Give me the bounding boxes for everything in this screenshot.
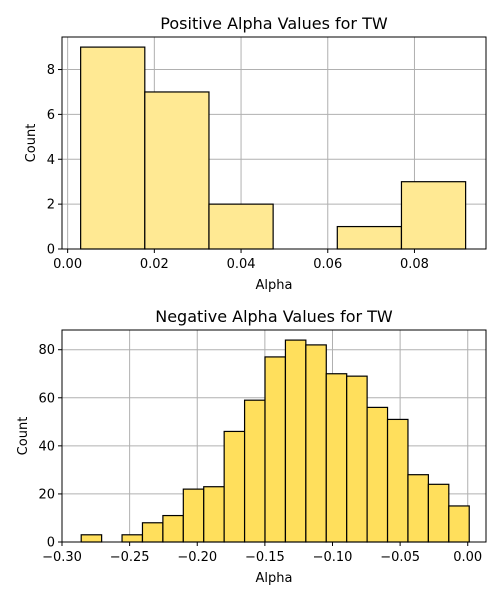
negative-x-tick-label-0: −0.30 bbox=[42, 550, 82, 565]
negative-bar-16 bbox=[407, 474, 429, 543]
negative-bar-13 bbox=[346, 375, 368, 543]
negative-bar-14 bbox=[366, 406, 389, 543]
negative-y-axis-label: Count bbox=[16, 417, 31, 456]
positive-x-tick-label-0: 0.00 bbox=[53, 257, 82, 272]
positive-x-tick-label-3: 0.06 bbox=[313, 257, 342, 272]
positive-axes-frame bbox=[61, 36, 487, 250]
negative-bar-5 bbox=[182, 488, 205, 543]
positive-y-tick-label-4: 8 bbox=[47, 63, 55, 78]
negative-x-tick-label-3: −0.15 bbox=[245, 550, 285, 565]
negative-y-tick-label-2: 40 bbox=[38, 439, 55, 454]
positive-x-ticks: 0.00 0.02 0.04 0.06 0.08 bbox=[53, 249, 429, 272]
negative-y-tick-label-0: 0 bbox=[47, 536, 55, 551]
positive-alpha-chart: 0.00 0.02 0.04 0.06 0.08 0 2 4 6 8 Positive Alph… bbox=[24, 14, 487, 293]
positive-x-tick-label-4: 0.08 bbox=[400, 257, 429, 272]
positive-x-tick-label-2: 0.04 bbox=[227, 257, 256, 272]
negative-bar-15 bbox=[386, 418, 409, 543]
negative-bar-11 bbox=[305, 344, 327, 543]
negative-x-axis-label: Alpha bbox=[256, 571, 293, 586]
positive-y-ticks: 0 2 4 6 8 bbox=[47, 63, 62, 258]
positive-y-axis-label: Count bbox=[24, 124, 39, 163]
negative-x-tick-label-1: −0.25 bbox=[110, 550, 150, 565]
positive-x-tick-label-1: 0.02 bbox=[140, 257, 169, 272]
negative-x-tick-label-5: −0.05 bbox=[380, 550, 420, 565]
negative-bar-4 bbox=[162, 514, 184, 543]
negative-bars bbox=[80, 339, 470, 543]
positive-bar-2 bbox=[208, 203, 274, 250]
positive-y-tick-label-0: 0 bbox=[47, 243, 55, 258]
negative-bar-0 bbox=[80, 534, 103, 543]
negative-x-ticks: −0.30 −0.25 −0.20 −0.15 −0.10 −0.05 0.00 bbox=[42, 542, 482, 565]
negative-bar-6 bbox=[203, 486, 225, 543]
negative-y-tick-label-4: 80 bbox=[38, 343, 55, 358]
negative-bar-17 bbox=[427, 483, 450, 543]
negative-axes-frame bbox=[61, 329, 487, 543]
negative-y-tick-label-3: 60 bbox=[38, 391, 55, 406]
positive-bar-0 bbox=[80, 46, 146, 250]
positive-y-tick-label-1: 2 bbox=[47, 198, 55, 213]
negative-alpha-chart: −0.30 −0.25 −0.20 −0.15 −0.10 −0.05 0.00 0 20 40… bbox=[16, 307, 487, 586]
negative-y-tick-label-1: 20 bbox=[38, 487, 55, 502]
negative-bar-10 bbox=[284, 339, 307, 543]
negative-bar-9 bbox=[264, 356, 287, 543]
negative-bar-12 bbox=[325, 373, 348, 543]
positive-bar-1 bbox=[144, 91, 210, 250]
negative-chart-title: Negative Alpha Values for TW bbox=[155, 307, 393, 326]
positive-bar-4 bbox=[336, 225, 403, 250]
positive-x-axis-label: Alpha bbox=[256, 278, 293, 293]
positive-bars bbox=[80, 46, 467, 250]
negative-y-ticks: 0 20 40 60 80 bbox=[38, 343, 62, 551]
positive-y-tick-label-2: 4 bbox=[47, 153, 55, 168]
negative-x-tick-label-2: −0.20 bbox=[177, 550, 217, 565]
negative-x-tick-label-6: 0.00 bbox=[453, 550, 482, 565]
negative-bar-8 bbox=[243, 399, 266, 543]
negative-bar-3 bbox=[141, 522, 164, 543]
negative-x-tick-label-4: −0.10 bbox=[313, 550, 353, 565]
negative-bar-7 bbox=[223, 430, 246, 543]
negative-bar-2 bbox=[121, 534, 144, 543]
negative-bar-18 bbox=[448, 505, 470, 543]
positive-bar-5 bbox=[400, 181, 467, 250]
positive-chart-title: Positive Alpha Values for TW bbox=[160, 14, 388, 33]
positive-y-tick-label-3: 6 bbox=[47, 108, 55, 123]
